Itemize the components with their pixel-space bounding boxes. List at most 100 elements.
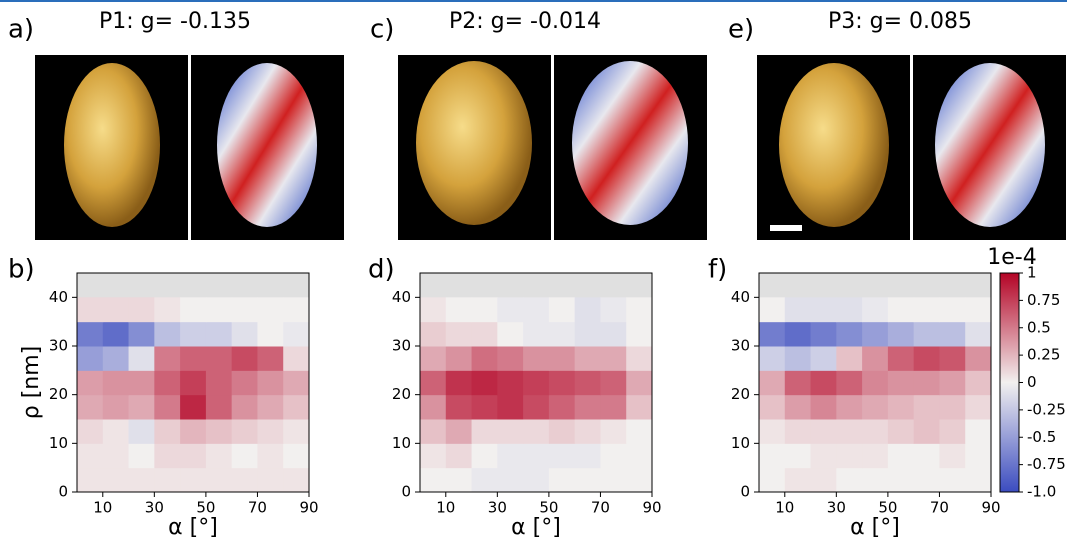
heatmap-cell xyxy=(102,394,130,420)
heatmap-cell xyxy=(887,394,915,420)
heatmap-cell xyxy=(231,321,258,347)
heatmap-cell xyxy=(128,321,155,347)
x-tick-label: 70 xyxy=(591,499,610,517)
heatmap-cell xyxy=(810,467,837,493)
heatmap-cell xyxy=(574,443,601,469)
image-title: P1: g= -0.135 xyxy=(99,9,251,34)
heatmap-cell xyxy=(913,370,940,396)
heatmap-cell xyxy=(180,467,207,493)
heatmap-cell xyxy=(626,443,653,469)
heatmap-cell xyxy=(420,321,447,347)
heatmap-cell xyxy=(77,346,104,371)
heatmap-cell xyxy=(128,394,155,420)
heatmap-cell xyxy=(102,419,130,444)
heatmap-cell xyxy=(913,467,940,493)
heatmap-cell xyxy=(548,370,576,396)
heatmap-cell xyxy=(257,467,284,493)
heatmap-cell xyxy=(784,467,812,493)
y-tick-label: 40 xyxy=(392,288,411,306)
y-tick-label: 40 xyxy=(731,288,750,306)
axes-frame xyxy=(758,272,992,493)
heatmap-cell xyxy=(445,321,473,347)
axes-frame xyxy=(419,272,653,493)
colorbar-offset: 1e-4 xyxy=(987,245,1036,270)
colorbar-tick-label: -0.5 xyxy=(1027,428,1056,446)
heatmap-cell xyxy=(154,394,181,420)
heatmap-cell xyxy=(205,346,233,371)
heatmap-cell xyxy=(574,467,601,493)
colorbar-tick-label: -1.0 xyxy=(1027,483,1056,501)
particle-render xyxy=(572,61,688,225)
particle-render xyxy=(217,63,317,227)
heatmap-cell xyxy=(548,394,576,420)
heatmap-cell xyxy=(626,394,653,420)
heatmap-cell xyxy=(574,394,601,420)
heatmap-cell xyxy=(939,394,966,420)
heatmap-cell xyxy=(471,297,498,323)
heatmap-cell xyxy=(626,346,653,371)
heatmap-cell xyxy=(257,394,284,420)
x-axis-label: α [°] xyxy=(168,515,218,540)
heatmap-cell xyxy=(283,394,310,420)
heatmap-cell xyxy=(471,443,498,469)
heatmap-cell xyxy=(420,419,447,444)
heatmap-cell xyxy=(836,419,863,444)
heatmap-cell xyxy=(180,321,207,347)
heatmap-cell xyxy=(939,443,966,469)
heatmap-cell xyxy=(784,370,812,396)
heatmap-cell xyxy=(471,467,498,493)
heatmap-cell xyxy=(939,419,966,444)
heatmap-cell xyxy=(154,419,181,444)
heatmap-cell xyxy=(965,467,992,493)
heatmap-cell xyxy=(420,394,447,420)
heatmap-cell xyxy=(759,321,786,347)
heatmap-cell xyxy=(283,321,310,347)
heatmap-cell xyxy=(939,297,966,323)
panel-label: a) xyxy=(8,15,34,45)
heatmap-cell xyxy=(862,394,889,420)
heatmap-cell xyxy=(574,346,601,371)
heatmap-cell xyxy=(283,370,310,396)
heatmap-cell xyxy=(862,467,889,493)
colorbar-tick-label: 0.25 xyxy=(1027,346,1060,364)
heatmap-cell xyxy=(836,346,863,371)
heatmap-cell xyxy=(102,443,130,469)
heatmap-cell xyxy=(887,321,915,347)
heatmap-cell xyxy=(257,321,284,347)
x-tick-label: 30 xyxy=(488,499,507,517)
heatmap-cell xyxy=(759,346,786,371)
heatmap-cell xyxy=(523,443,550,469)
particle-render xyxy=(779,63,889,227)
panel-label: f) xyxy=(708,255,727,285)
heatmap-cell xyxy=(523,394,550,420)
heatmap-cell xyxy=(965,346,992,371)
y-tick-label: 10 xyxy=(731,434,750,452)
heatmap-cell xyxy=(810,419,837,444)
heatmap-cell xyxy=(471,394,498,420)
x-axis-label: α [°] xyxy=(511,515,561,540)
heatmap-cell xyxy=(231,419,258,444)
heatmap-cell xyxy=(154,467,181,493)
heatmap-cell xyxy=(231,467,258,493)
heatmap-cell xyxy=(548,321,576,347)
x-tick-label: 30 xyxy=(145,499,164,517)
heatmap-cell xyxy=(887,346,915,371)
heatmap-cell xyxy=(471,321,498,347)
heatmap-cell xyxy=(626,370,653,396)
colorbar-tick-label: -0.25 xyxy=(1027,400,1066,418)
heatmap-cell xyxy=(810,370,837,396)
heatmap-cell xyxy=(257,297,284,323)
heatmap-cell xyxy=(231,370,258,396)
heatmap-cell xyxy=(574,419,601,444)
heatmap-cell xyxy=(784,321,812,347)
heatmap-cell xyxy=(205,467,233,493)
y-tick-label: 10 xyxy=(392,434,411,452)
heatmap-cell xyxy=(600,467,627,493)
heatmap-cell xyxy=(102,297,130,323)
heatmap-cell xyxy=(471,346,498,371)
heatmap-cell xyxy=(887,443,915,469)
x-tick-label: 50 xyxy=(539,499,558,517)
heatmap-cell xyxy=(231,394,258,420)
heatmap-cell xyxy=(128,370,155,396)
x-tick-label: 10 xyxy=(436,499,455,517)
